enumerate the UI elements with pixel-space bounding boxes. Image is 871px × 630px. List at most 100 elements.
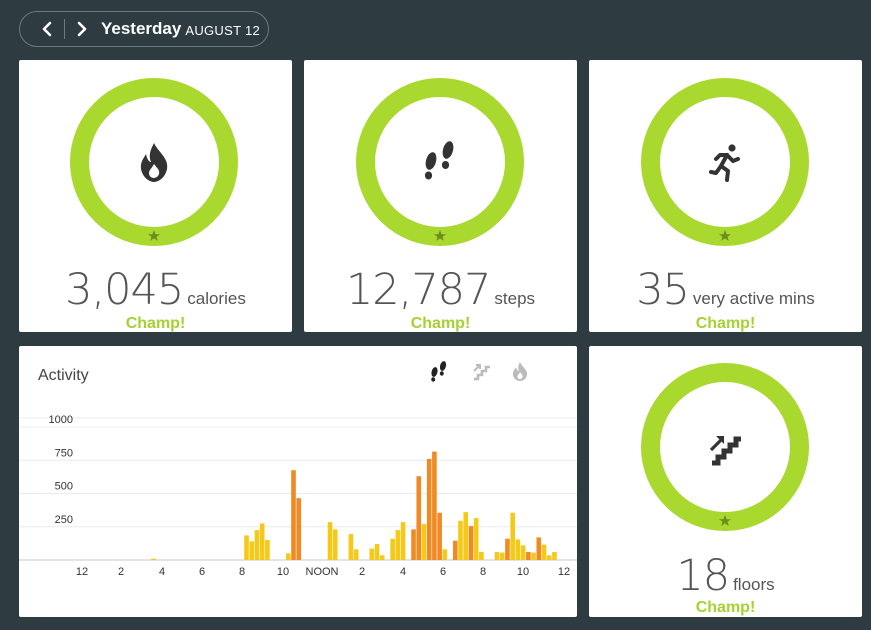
floors-card[interactable]: 18 floors Champ! [589, 346, 862, 617]
steps-readout: 12,787 steps [304, 265, 577, 315]
y-tick-label: 750 [55, 447, 73, 459]
active-minutes-goal-ring [641, 78, 809, 246]
floors-badge: Champ! [695, 599, 756, 616]
next-day-button[interactable] [69, 15, 95, 43]
activity-bar [151, 558, 156, 560]
stairs-icon [709, 436, 741, 466]
x-tick-label: 4 [400, 566, 406, 578]
x-tick-label: 10 [277, 566, 289, 578]
floors-unit: floors [733, 575, 775, 594]
activity-bar [442, 549, 448, 560]
y-tick-label: 500 [55, 481, 73, 493]
activity-bar [426, 458, 432, 560]
activity-bar [416, 476, 422, 560]
activity-bar [468, 526, 474, 560]
activity-bar [327, 522, 333, 560]
activity-bar-chart: 250 500 750 1000 12 2 4 6 8 10 NOON 2 4 6 8 10 12 [19, 414, 577, 578]
activity-bar [494, 552, 500, 560]
activity-bar [421, 524, 427, 560]
activity-bar [348, 534, 354, 560]
activity-bar [332, 529, 338, 560]
activity-bar [541, 544, 547, 560]
x-tick-label: 12 [76, 566, 88, 578]
active-minutes-unit: very active mins [692, 289, 815, 308]
activity-bar [510, 512, 515, 560]
activity-bar [374, 544, 380, 560]
x-tick-label: 6 [440, 566, 446, 578]
calories-value: 3,045 [65, 265, 184, 315]
chevron-left-icon [42, 21, 52, 37]
steps-card[interactable]: 12,787 steps Champ! [304, 60, 577, 332]
activity-bar [546, 555, 552, 560]
divider [64, 19, 65, 39]
flame-icon [512, 362, 528, 381]
prev-day-button[interactable] [34, 15, 60, 43]
activity-bar [254, 530, 260, 560]
calories-goal-ring [70, 78, 238, 246]
active-minutes-value: 35 [636, 265, 690, 315]
floors-goal-ring [641, 363, 809, 531]
date-label: AUGUST 12 [185, 22, 261, 38]
x-tick-label: 2 [118, 566, 124, 578]
activity-title: Activity [38, 367, 89, 384]
activity-bar [291, 470, 296, 560]
star-icon [719, 515, 731, 526]
activity-bar [452, 540, 458, 560]
activity-bar [244, 535, 249, 560]
tab-steps[interactable] [429, 360, 449, 387]
chevron-right-icon [77, 21, 87, 37]
y-tick-label: 250 [55, 514, 73, 526]
activity-bar [520, 545, 526, 560]
steps-value: 12,787 [345, 265, 491, 315]
stairs-icon [473, 364, 490, 381]
x-tick-label: 2 [359, 566, 365, 578]
activity-bar [499, 552, 505, 560]
x-tick-label: 4 [159, 566, 165, 578]
activity-bar [458, 520, 463, 560]
activity-bar [437, 512, 442, 560]
activity-bar [353, 549, 359, 560]
star-icon [148, 230, 160, 241]
steps-goal-ring [356, 78, 524, 246]
tab-calories[interactable] [511, 360, 529, 387]
calories-readout: 3,045 calories [19, 265, 292, 315]
x-tick-label: 8 [480, 566, 486, 578]
activity-bar [479, 552, 484, 560]
star-icon [434, 230, 446, 241]
y-tick-label: 1000 [49, 414, 73, 426]
x-tick-label: 12 [558, 566, 570, 578]
floors-readout: 18 floors [589, 551, 862, 601]
day-label: Yesterday [101, 19, 182, 38]
activity-bar [285, 553, 291, 560]
active-minutes-card[interactable]: 35 very active mins Champ! [589, 60, 862, 332]
calories-card[interactable]: 3,045 calories Champ! [19, 60, 292, 332]
activity-bar [369, 548, 375, 560]
activity-bar [411, 529, 416, 560]
footsteps-icon [424, 141, 454, 180]
activity-card: Activity 250 500 750 1000 12 2 4 6 8 10 NOON 2 4 6 8 1… [19, 346, 577, 617]
tab-floors[interactable] [471, 360, 493, 387]
steps-badge: Champ! [410, 315, 471, 332]
activity-bar [473, 518, 479, 560]
activity-bar [531, 552, 536, 560]
running-person-icon [709, 144, 740, 182]
activity-bar [536, 537, 542, 560]
activity-bar [505, 538, 510, 560]
activity-bar [515, 539, 521, 560]
calories-badge: Champ! [125, 315, 186, 332]
footsteps-icon [431, 361, 447, 382]
activity-bar [379, 555, 385, 560]
activity-bar [296, 498, 302, 560]
active-minutes-badge: Champ! [695, 315, 756, 332]
x-tick-label: NOON [306, 566, 339, 578]
x-tick-label: 8 [239, 566, 245, 578]
activity-bar [259, 523, 265, 560]
activity-bar [463, 512, 469, 560]
x-tick-label: 10 [517, 566, 529, 578]
activity-bar [552, 552, 557, 560]
activity-bar [395, 530, 401, 560]
calories-unit: calories [187, 289, 246, 308]
activity-bar [432, 451, 437, 560]
activity-bar [400, 522, 406, 560]
star-icon [719, 230, 731, 241]
